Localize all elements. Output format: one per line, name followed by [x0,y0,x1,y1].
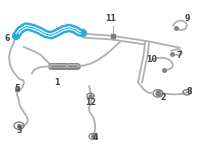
Text: 7: 7 [176,51,182,60]
Text: 2: 2 [160,92,166,102]
Text: 5: 5 [14,84,20,93]
Text: 10: 10 [146,55,158,64]
Text: 3: 3 [16,126,22,135]
Text: 4: 4 [92,133,98,142]
Text: 1: 1 [54,78,60,87]
Text: 6: 6 [4,34,10,43]
Text: 12: 12 [85,98,97,107]
Text: 8: 8 [186,87,192,96]
Text: 11: 11 [106,14,117,23]
Text: 9: 9 [184,14,190,23]
